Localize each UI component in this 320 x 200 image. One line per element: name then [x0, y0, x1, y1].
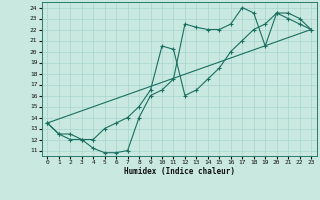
X-axis label: Humidex (Indice chaleur): Humidex (Indice chaleur) [124, 167, 235, 176]
